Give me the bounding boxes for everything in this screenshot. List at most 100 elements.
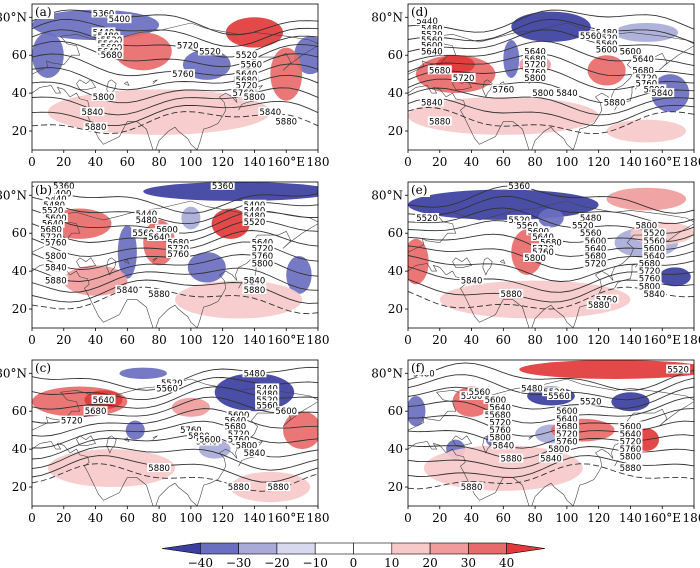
contour-label: 5760 bbox=[554, 436, 579, 448]
x-tick-label: 60 bbox=[120, 511, 135, 525]
y-tick-label: 40 bbox=[12, 264, 27, 278]
svg-text:5800: 5800 bbox=[524, 254, 546, 264]
coastline bbox=[155, 223, 318, 328]
contour-label: 5480 bbox=[578, 213, 603, 224]
height-contour bbox=[32, 63, 318, 91]
svg-text:5720: 5720 bbox=[620, 438, 642, 448]
height-contour bbox=[408, 396, 694, 424]
contour-label: 5840 bbox=[491, 440, 516, 451]
svg-text:5880: 5880 bbox=[461, 483, 483, 493]
x-tick-label: 80 bbox=[527, 155, 542, 169]
y-tick-label: 60 bbox=[388, 48, 403, 62]
contour-label: 5840 bbox=[642, 288, 667, 300]
colorbar-segment bbox=[314, 542, 354, 555]
panel-label-bg bbox=[410, 362, 430, 375]
svg-text:5680: 5680 bbox=[225, 422, 247, 432]
y-tick-label: 80°N bbox=[0, 366, 27, 380]
coastline bbox=[124, 259, 130, 265]
contour-label: 5800 bbox=[43, 250, 68, 262]
svg-text:5880: 5880 bbox=[429, 118, 451, 128]
contour-label: 5600 bbox=[483, 394, 508, 406]
anomaly-shading bbox=[270, 47, 303, 101]
contour-label: 5520 bbox=[415, 213, 440, 224]
x-tick-label: 60 bbox=[120, 155, 135, 169]
svg-text:5480: 5480 bbox=[521, 384, 543, 394]
contour-label: 5880 bbox=[83, 122, 108, 133]
x-tick-label: 20 bbox=[56, 511, 71, 525]
y-tick-label: 20 bbox=[388, 124, 403, 138]
svg-text:5360: 5360 bbox=[212, 182, 234, 192]
height-contour bbox=[408, 463, 694, 490]
contour-label: 5680 bbox=[631, 65, 656, 76]
y-tick-label: 20 bbox=[12, 124, 27, 138]
contour-label: 5880 bbox=[499, 453, 524, 465]
x-tick-label: 120 bbox=[587, 155, 610, 169]
contour-label: 5520 bbox=[578, 396, 603, 408]
svg-text:5720: 5720 bbox=[489, 419, 511, 429]
svg-text:5880: 5880 bbox=[588, 301, 610, 311]
coastline bbox=[32, 378, 318, 431]
x-tick-label: 20 bbox=[432, 155, 447, 169]
contour-label: 5840 bbox=[242, 447, 267, 459]
svg-text:5760: 5760 bbox=[45, 239, 67, 249]
panel-label: (f) bbox=[411, 361, 425, 375]
height-contour bbox=[32, 267, 318, 293]
height-contour bbox=[32, 29, 318, 58]
svg-text:5640: 5640 bbox=[585, 244, 607, 254]
svg-text:5760: 5760 bbox=[489, 426, 511, 436]
anomaly-shading bbox=[587, 55, 626, 86]
contour-label: 5880 bbox=[147, 288, 172, 300]
contour-label: 5680 bbox=[427, 65, 452, 76]
panel-label-bg bbox=[34, 6, 54, 19]
contour-label: 5880 bbox=[459, 482, 484, 493]
contour-label: 5560 bbox=[131, 228, 156, 239]
panel-label: (d) bbox=[411, 5, 428, 19]
height-contour bbox=[408, 87, 694, 116]
height-contour bbox=[32, 74, 318, 104]
coastline bbox=[32, 22, 318, 75]
height-contour bbox=[32, 100, 318, 127]
anomaly-shading bbox=[187, 252, 226, 283]
svg-text:5680: 5680 bbox=[85, 407, 107, 417]
x-tick-label: 60 bbox=[496, 511, 511, 525]
svg-text:5600: 5600 bbox=[275, 407, 297, 417]
contour-label: 5520 bbox=[570, 220, 595, 232]
x-tick-label: 0 bbox=[28, 511, 36, 525]
y-tick-label: 40 bbox=[12, 86, 27, 100]
contour-label: 5880 bbox=[586, 300, 611, 311]
x-tick-label: 40 bbox=[464, 333, 479, 347]
y-tick-label: 80°N bbox=[371, 188, 403, 202]
contour-label: 5560 bbox=[467, 387, 492, 398]
y-tick-label: 60 bbox=[12, 48, 27, 62]
svg-text:5600: 5600 bbox=[596, 46, 618, 56]
colorbar-tick-label: −20 bbox=[264, 556, 289, 568]
svg-text:5760: 5760 bbox=[172, 70, 194, 80]
anomaly-shading bbox=[125, 420, 145, 440]
svg-text:5680: 5680 bbox=[429, 66, 451, 76]
anomaly-shading bbox=[408, 96, 599, 135]
svg-text:5560: 5560 bbox=[256, 402, 278, 412]
svg-text:5560: 5560 bbox=[580, 32, 602, 42]
panel-label: (c) bbox=[35, 361, 51, 375]
coastline bbox=[155, 45, 318, 150]
contour-label: 5880 bbox=[242, 285, 267, 296]
height-contour bbox=[408, 9, 694, 33]
x-tick-label: 140 bbox=[243, 155, 266, 169]
height-contour bbox=[408, 408, 694, 437]
svg-text:5520: 5520 bbox=[572, 222, 594, 232]
map-panel-3: 5480552055605640568057205760580058405880… bbox=[0, 359, 329, 525]
x-tick-label: 120 bbox=[211, 333, 234, 347]
panel-frame bbox=[407, 3, 695, 151]
panel-frame bbox=[31, 181, 319, 329]
svg-text:5840: 5840 bbox=[117, 286, 139, 296]
contour-label: 5880 bbox=[147, 463, 172, 474]
contour-label: 5480 bbox=[134, 214, 159, 226]
panel-label-bg bbox=[410, 184, 430, 197]
anomaly-shading bbox=[659, 267, 691, 287]
svg-text:5440: 5440 bbox=[416, 17, 438, 27]
panel-frame bbox=[407, 181, 695, 329]
height-contour bbox=[32, 9, 318, 36]
height-contour bbox=[32, 446, 318, 471]
y-tick-label: 20 bbox=[12, 480, 27, 494]
